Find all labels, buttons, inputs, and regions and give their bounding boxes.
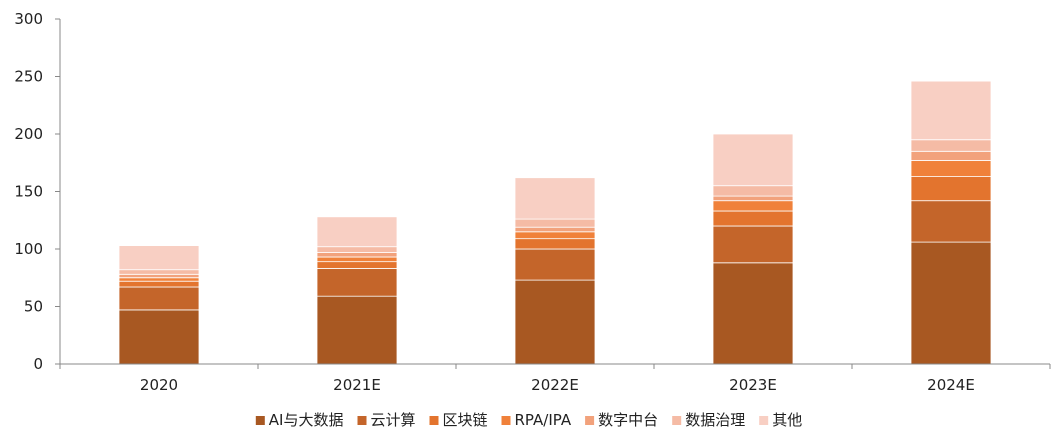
bar-segment-2020-5 bbox=[118, 273, 200, 279]
legend-item-6: 数据治理 bbox=[672, 411, 745, 429]
bar-segment-2022E-3 bbox=[514, 238, 596, 250]
x-tick-label: 2024E bbox=[927, 376, 975, 394]
legend-swatch bbox=[357, 416, 367, 425]
legend-item-3: 区块链 bbox=[429, 411, 488, 429]
bar-segment-2024E-4 bbox=[910, 160, 992, 178]
y-tick-label: 200 bbox=[14, 125, 43, 143]
legend-swatch bbox=[501, 416, 511, 425]
bar-segment-2023E-2 bbox=[712, 225, 794, 264]
legend-item-4: RPA/IPA bbox=[501, 411, 572, 429]
legend-item-2: 云计算 bbox=[357, 411, 416, 429]
bar-segment-2021E-3 bbox=[316, 261, 398, 269]
bar-segment-2024E-1 bbox=[910, 241, 992, 365]
bar-segment-2020-3 bbox=[118, 280, 200, 288]
y-tick-label: 100 bbox=[14, 240, 43, 258]
axis-layer: 0 50 100 150 200 250 300 2020 2021E 2022E 2023E 202… bbox=[14, 10, 1051, 394]
bar-segment-2021E-5 bbox=[316, 251, 398, 258]
bar-segment-2021E-4 bbox=[316, 256, 398, 263]
legend-item-1: AI与大数据 bbox=[255, 411, 344, 429]
bar-segment-2020-1 bbox=[118, 309, 200, 365]
bar-segment-2020-7 bbox=[118, 245, 200, 271]
legend-swatch bbox=[672, 416, 682, 425]
legend-item-7: 其他 bbox=[759, 411, 802, 429]
bar-segment-2023E-5 bbox=[712, 195, 794, 202]
legend-swatch bbox=[759, 416, 769, 425]
x-tick-label: 2020 bbox=[140, 376, 178, 394]
bar-segment-2021E-2 bbox=[316, 268, 398, 297]
legend-label: 数字中台 bbox=[598, 411, 658, 429]
bar-segment-2024E-2 bbox=[910, 200, 992, 243]
legend-item-5: 数字中台 bbox=[585, 411, 658, 429]
bar-segment-2023E-3 bbox=[712, 210, 794, 227]
legend-swatch bbox=[585, 416, 595, 425]
legend-label: 数据治理 bbox=[685, 411, 745, 429]
legend-label: AI与大数据 bbox=[269, 411, 344, 429]
bar-segment-2023E-4 bbox=[712, 200, 794, 212]
bar-segment-2023E-7 bbox=[712, 133, 794, 187]
bar-segment-2020-2 bbox=[118, 286, 200, 311]
legend-label: RPA/IPA bbox=[515, 411, 572, 429]
y-tick-label: 50 bbox=[24, 298, 43, 316]
bar-segment-2022E-5 bbox=[514, 226, 596, 233]
bar-segment-2024E-3 bbox=[910, 176, 992, 202]
bars-layer bbox=[118, 80, 992, 365]
bar-segment-2024E-7 bbox=[910, 80, 992, 141]
legend-swatch bbox=[429, 416, 439, 425]
legend-label: 其他 bbox=[772, 411, 802, 429]
bar-segment-2020-6 bbox=[118, 269, 200, 275]
bar-segment-2022E-7 bbox=[514, 177, 596, 220]
bar-segment-2022E-1 bbox=[514, 279, 596, 365]
bar-segment-2021E-1 bbox=[316, 295, 398, 365]
bar-segment-2022E-6 bbox=[514, 218, 596, 228]
x-tick-label: 2022E bbox=[531, 376, 579, 394]
legend-label: 云计算 bbox=[371, 411, 416, 429]
bar-segment-2022E-4 bbox=[514, 231, 596, 240]
legend: AI与大数据 云计算 区块链 RPA/IPA 数字中台 数据治理 其他 bbox=[255, 411, 802, 429]
y-tick-label: 300 bbox=[14, 10, 43, 28]
y-tick-label: 150 bbox=[14, 183, 43, 201]
bar-segment-2021E-7 bbox=[316, 216, 398, 248]
y-tick-label: 250 bbox=[14, 68, 43, 86]
y-tick-label: 0 bbox=[33, 355, 43, 373]
bar-segment-2023E-1 bbox=[712, 262, 794, 365]
bar-segment-2024E-6 bbox=[910, 139, 992, 152]
bar-segment-2024E-5 bbox=[910, 150, 992, 161]
legend-swatch bbox=[255, 416, 265, 425]
legend-label: 区块链 bbox=[443, 411, 488, 429]
x-tick-label: 2023E bbox=[729, 376, 777, 394]
bar-segment-2020-4 bbox=[118, 277, 200, 282]
bar-segment-2021E-6 bbox=[316, 246, 398, 253]
bar-segment-2022E-2 bbox=[514, 248, 596, 281]
x-tick-label: 2021E bbox=[333, 376, 381, 394]
bar-segment-2023E-6 bbox=[712, 185, 794, 197]
